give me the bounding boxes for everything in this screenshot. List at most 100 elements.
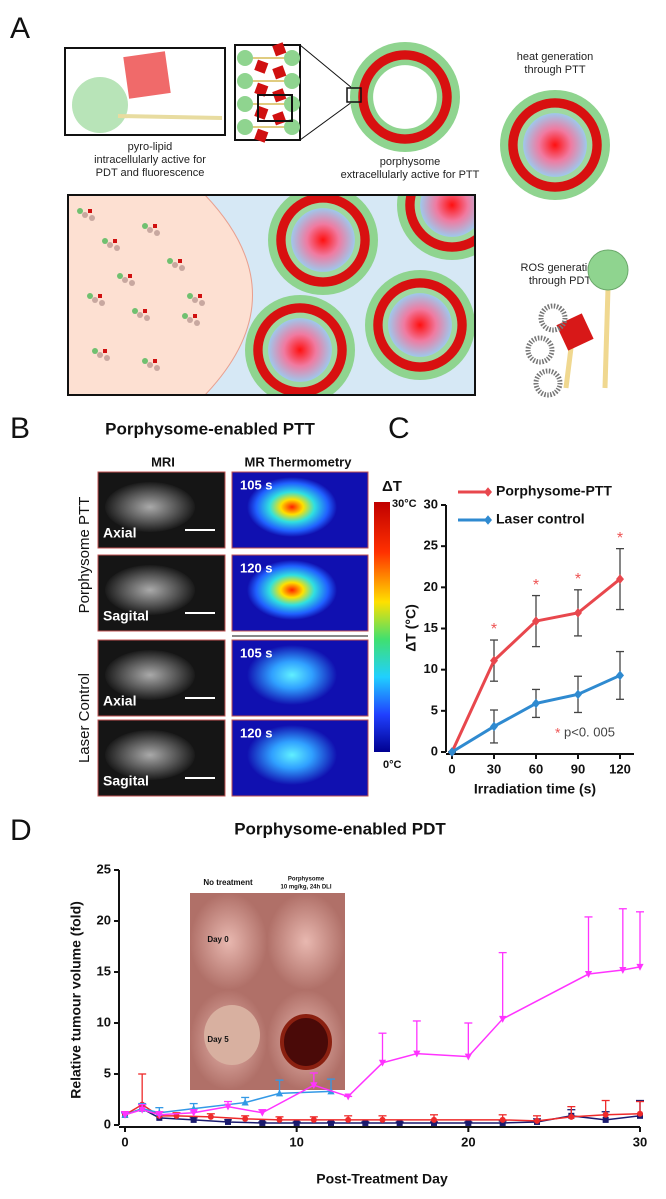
ros [533, 368, 563, 398]
mri-tissue [105, 650, 195, 700]
time-label: 120 s [240, 725, 273, 740]
particle [199, 300, 205, 306]
view-label: Sagital [103, 773, 149, 789]
zoom-marker [346, 87, 362, 103]
particle [147, 362, 153, 368]
head [237, 50, 253, 66]
legend-marker [484, 515, 492, 525]
point [584, 971, 593, 978]
particle [178, 259, 182, 263]
x-tick-label: 30 [633, 1134, 647, 1149]
point [138, 1106, 146, 1114]
particle [137, 312, 143, 318]
particle [102, 238, 108, 244]
porphyrin [272, 42, 287, 57]
inset-column: No treatment [203, 878, 253, 887]
particle [179, 265, 185, 271]
caption: pyro-lipid [128, 141, 173, 153]
porphyrin [272, 65, 287, 80]
cell [67, 194, 253, 396]
point [258, 1109, 266, 1117]
particle [97, 352, 103, 358]
caption: intracellularly active for [94, 154, 206, 166]
point [275, 1089, 284, 1097]
point [293, 1119, 300, 1126]
mri-tissue [105, 565, 195, 615]
legend-marker [484, 487, 492, 497]
point [490, 655, 498, 666]
point [328, 1119, 334, 1126]
caption: PDT and fluorescence [96, 167, 205, 179]
legend-label: Laser control [496, 511, 585, 527]
point [636, 963, 644, 971]
particle [144, 315, 150, 321]
particle [92, 297, 98, 303]
caption: heat generation [517, 51, 593, 63]
particle [113, 239, 117, 243]
x-tick-label: 0 [121, 1134, 128, 1149]
point [310, 1082, 318, 1090]
particle [129, 280, 135, 286]
inset-row: Day 5 [207, 1035, 229, 1044]
particle [92, 348, 98, 354]
particle [104, 355, 110, 361]
legend-label: Porphysome-PTT [496, 483, 612, 499]
ring-core [523, 113, 587, 177]
y-tick-label: 0 [104, 1116, 111, 1131]
x-tick-label: 20 [461, 1134, 475, 1149]
thermo-spot [247, 725, 337, 785]
porphyrin [254, 128, 269, 143]
ros [538, 303, 568, 333]
particle [143, 309, 147, 313]
particle [98, 294, 102, 298]
particle [187, 293, 193, 299]
y-tick-label: 0 [431, 743, 438, 758]
ring-core [268, 318, 332, 382]
significance: * [533, 577, 539, 594]
y-tick-label: 25 [424, 538, 438, 553]
head [237, 96, 253, 112]
colorbar [374, 502, 390, 752]
inset-column: 10 mg/kg, 24h DLI [280, 885, 331, 891]
zoom-line [299, 101, 353, 141]
point [568, 1113, 575, 1120]
point [637, 1110, 643, 1117]
x-tick-label: 0 [448, 761, 455, 776]
particle [114, 245, 120, 251]
y-tick-label: 10 [97, 1014, 111, 1029]
point [207, 1113, 214, 1120]
y-tick-label: 20 [97, 912, 111, 927]
row-label: Porphysome PTT [76, 497, 93, 614]
particle [89, 215, 95, 221]
head [284, 119, 300, 135]
point [574, 689, 582, 700]
point [602, 1116, 609, 1123]
point [616, 574, 624, 584]
thermo-spot [247, 477, 337, 537]
particle [153, 359, 157, 363]
caption: porphysome [380, 156, 441, 168]
point [499, 1119, 506, 1126]
point [379, 1116, 386, 1123]
time-label: 105 s [240, 645, 273, 660]
particle [103, 349, 107, 353]
y-tick-label: 5 [431, 702, 438, 717]
plots: 0 5 10 15 20 25 30 0 30 60 90 120 Porphysome-PTT Lase… [97, 483, 648, 1150]
point [225, 1118, 231, 1125]
porphyrin [556, 313, 594, 351]
row-label: Laser Control [76, 673, 93, 763]
particle [77, 208, 83, 214]
column-header: MRI [151, 454, 175, 469]
colorbar-max: 30°C [392, 498, 417, 510]
head [284, 73, 300, 89]
point [155, 1111, 163, 1119]
head-group [72, 77, 128, 133]
point [464, 1053, 472, 1061]
x-axis-label: Irradiation time (s) [474, 781, 596, 797]
rings [350, 42, 610, 200]
y-tick-label: 25 [97, 861, 111, 876]
y-tick-label: 5 [104, 1065, 111, 1080]
x-tick-label: 120 [609, 761, 631, 776]
particle [167, 258, 173, 264]
head [237, 119, 253, 135]
